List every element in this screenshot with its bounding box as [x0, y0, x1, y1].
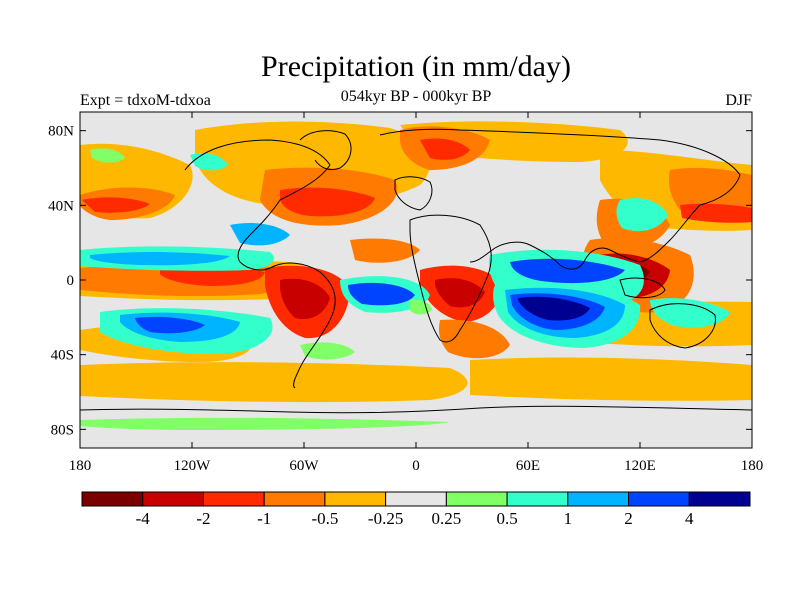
plot-title: Precipitation (in mm/day): [261, 50, 571, 83]
period-label: 054kyr BP - 000kyr BP: [340, 88, 492, 105]
lon-tick-label: 120E: [624, 458, 656, 474]
field-patch: [135, 316, 205, 334]
colorbar-box: [385, 491, 447, 507]
colorbar-box: [81, 491, 144, 507]
colorbar-box: [263, 491, 326, 507]
lat-tick-label: 40S: [51, 348, 74, 364]
lon-tick-label: 0: [412, 458, 420, 474]
colorbar-box: [324, 491, 387, 507]
colorbar-label: -0.5: [311, 509, 338, 528]
coastlines: [80, 128, 752, 414]
colorbar-label: -2: [196, 509, 210, 528]
field-patch: [190, 153, 228, 171]
experiment-label: Expt = tdxoM-tdxoa: [80, 92, 211, 109]
colorbar-label: -1: [257, 509, 271, 528]
field-patch: [510, 258, 625, 284]
colorbar-label: -0.25: [368, 509, 403, 528]
field-patch: [280, 187, 375, 217]
colorbar-box: [142, 491, 204, 507]
field-patch: [438, 319, 510, 359]
lat-tick-label: 40N: [48, 198, 74, 214]
colorbar-box: [202, 491, 265, 507]
field-patch: [80, 417, 450, 430]
colorbar-label: 1: [564, 509, 573, 528]
field-patch: [420, 138, 470, 160]
field-patch: [82, 197, 150, 213]
field-patch: [160, 266, 265, 286]
colorbar-label: 0.5: [496, 509, 517, 528]
field-patch: [350, 238, 420, 263]
season-label: DJF: [725, 92, 752, 109]
field-patch: [280, 278, 330, 320]
colorbar-label: 4: [685, 509, 694, 528]
lon-tick-label: 180: [741, 458, 764, 474]
colorbar: -4 -2 -1 -0.5 -0.25 0.25 0.5 1 2 4: [81, 491, 751, 528]
colorbar-box: [628, 491, 690, 507]
colorbar-label: 2: [624, 509, 633, 528]
field-patch: [650, 298, 730, 328]
field-patch: [435, 278, 485, 308]
colorbar-box: [567, 491, 630, 507]
lon-tick-label: 120W: [174, 458, 212, 474]
field-patch: [348, 282, 415, 306]
lon-tick-label: 60E: [516, 458, 540, 474]
lat-tick-label: 80S: [51, 422, 74, 438]
lon-tick-label: 60W: [289, 458, 319, 474]
colorbar-label: 0.25: [431, 509, 461, 528]
field-patch: [680, 203, 752, 223]
colorbar-box: [445, 491, 508, 507]
colorbar-label: -4: [136, 509, 151, 528]
map-field: [80, 112, 752, 448]
lon-tick-label: 180: [69, 458, 92, 474]
field-patch: [80, 362, 468, 403]
field-patch: [90, 252, 230, 266]
lat-tick-label: 0: [67, 273, 75, 289]
field-patch: [616, 198, 668, 232]
colorbar-box: [688, 491, 751, 507]
colorbar-box: [506, 491, 569, 507]
map-axes: 80N 40N 0 40S 80S 180 120W 60W 0 60E 120E 180: [48, 112, 763, 474]
field-patch: [90, 148, 125, 163]
lat-tick-label: 80N: [48, 124, 74, 140]
field-patch: [518, 296, 590, 321]
field-patch: [470, 357, 752, 401]
